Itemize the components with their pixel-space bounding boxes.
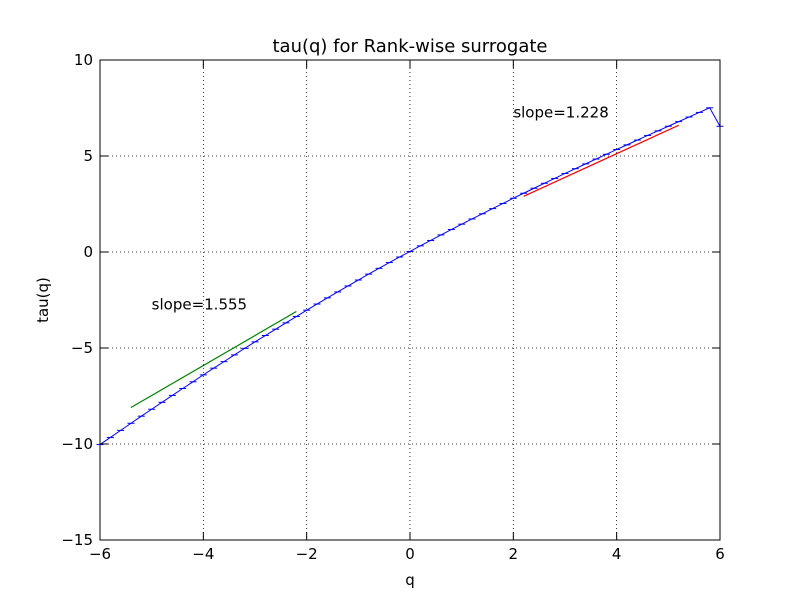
x-tick-label: 2 — [509, 545, 519, 563]
y-tick-label: −5 — [71, 339, 93, 357]
y-tick-label: −15 — [61, 531, 93, 549]
grid — [100, 60, 720, 540]
x-tick-label: 6 — [715, 545, 725, 563]
y-tick-label: 10 — [74, 51, 93, 69]
chart-title: tau(q) for Rank-wise surrogate — [272, 36, 547, 57]
x-tick-label: −2 — [296, 545, 318, 563]
fit-line — [523, 124, 679, 197]
annotations: slope=1.555 slope=1.228 — [152, 104, 609, 314]
x-tick-label: 4 — [612, 545, 622, 563]
y-axis-label: tau(q) — [34, 277, 52, 323]
y-tick-label: 0 — [83, 243, 93, 261]
x-axis-label: q — [405, 571, 415, 589]
y-tick-label: −10 — [61, 435, 93, 453]
series-layer — [96, 107, 724, 446]
x-tick-label: −4 — [192, 545, 214, 563]
slope-annotation: slope=1.228 — [513, 104, 608, 122]
y-tick-label: 5 — [83, 147, 93, 165]
fit-line — [130, 311, 297, 409]
x-tick-label: −6 — [89, 545, 111, 563]
fit-lines — [130, 124, 679, 409]
slope-annotation: slope=1.555 — [152, 296, 247, 314]
ticks: −6 −4 −2 0 2 4 6 −15 −10 −5 0 5 10 — [61, 51, 724, 563]
x-tick-label: 0 — [405, 545, 415, 563]
